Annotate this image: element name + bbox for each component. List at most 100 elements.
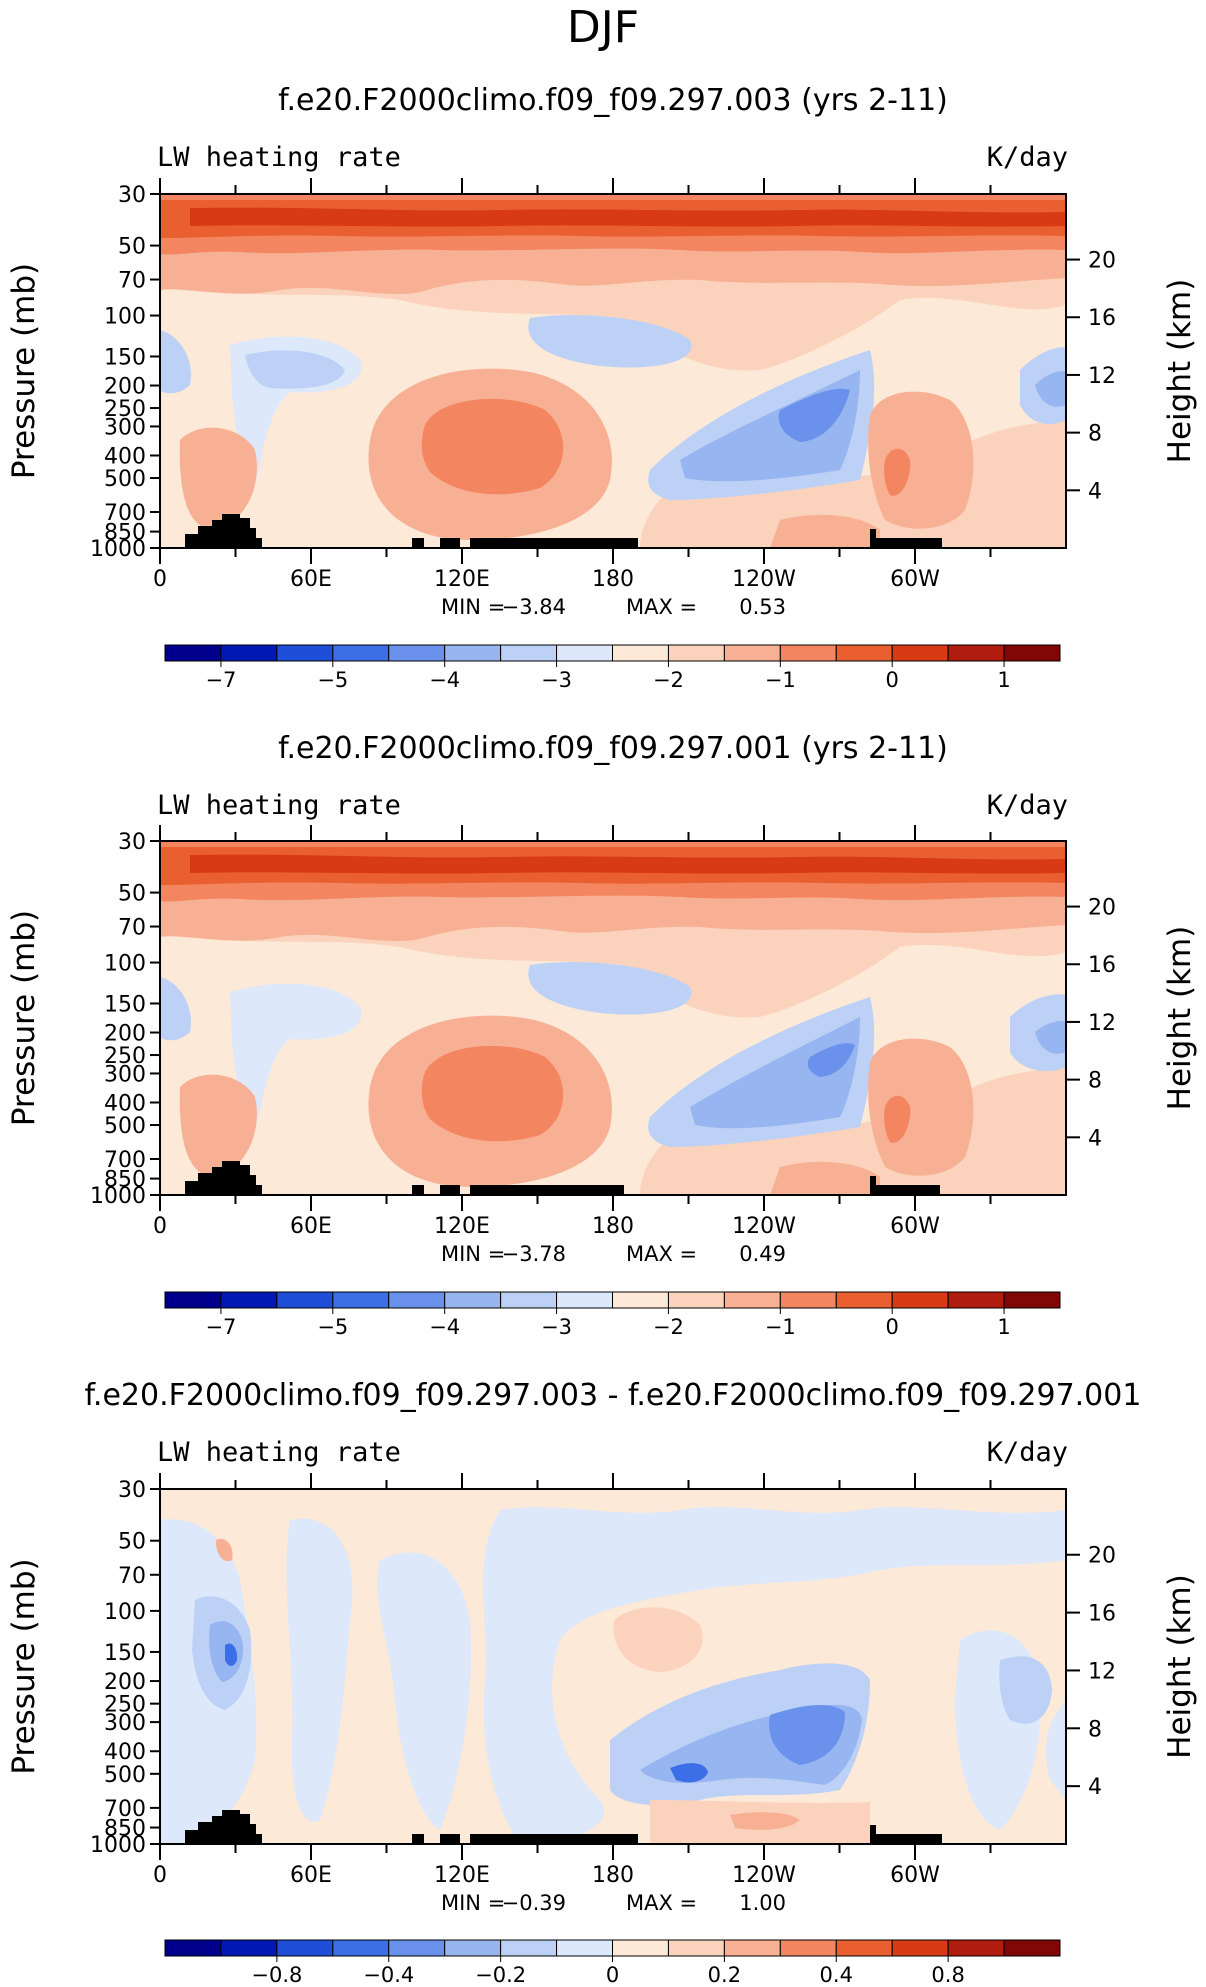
min-label: MIN = bbox=[441, 595, 505, 619]
panel-3-blue-pacific-core-2 bbox=[670, 1763, 708, 1783]
pressure-tick-label: 300 bbox=[104, 1062, 146, 1087]
colorbar-label: 0 bbox=[606, 1963, 619, 1987]
panel-1-ticks: 1000850700500400300250200150100705030481… bbox=[6, 178, 1198, 619]
panel-1-warm-africa bbox=[179, 427, 257, 530]
longitude-tick-label: 60W bbox=[890, 1863, 940, 1888]
colorbar-swatch bbox=[276, 644, 334, 662]
panel-1-warm-west-pacific-core bbox=[421, 398, 564, 495]
colorbar-swatch bbox=[444, 1939, 502, 1957]
colorbar-label: −4 bbox=[429, 668, 460, 692]
pressure-tick-label: 30 bbox=[118, 183, 146, 208]
colorbar-swatch bbox=[164, 644, 222, 662]
colorbar-swatch bbox=[164, 1291, 222, 1309]
colorbar-swatch bbox=[1003, 644, 1061, 662]
panel-1-blue-west bbox=[160, 330, 191, 394]
colorbar-label: −5 bbox=[317, 1315, 348, 1339]
height-tick-label: 4 bbox=[1088, 1126, 1102, 1151]
colorbar-swatch bbox=[556, 644, 613, 662]
pressure-tick-label: 1000 bbox=[90, 1184, 146, 1209]
pressure-tick-label: 100 bbox=[104, 1600, 146, 1625]
max-value: 0.53 bbox=[739, 595, 786, 619]
colorbar-label: −7 bbox=[205, 1315, 236, 1339]
y-axis-title: Pressure (mb) bbox=[6, 1558, 42, 1774]
panel-3-topography-australia bbox=[470, 1834, 638, 1844]
panel-3-blue-pacific-core-1 bbox=[769, 1704, 845, 1765]
min-value: −0.39 bbox=[502, 1891, 566, 1915]
longitude-tick-label: 0 bbox=[153, 1214, 167, 1239]
panel-2-band-c13 bbox=[190, 854, 1066, 874]
pressure-tick-label: 150 bbox=[104, 992, 146, 1017]
pressure-tick-label: 400 bbox=[104, 1091, 146, 1116]
pressure-tick-label: 700 bbox=[104, 501, 146, 526]
panel-3-blue-region-6 bbox=[1046, 1700, 1066, 1800]
colorbar-swatch bbox=[835, 1291, 893, 1309]
panel-3: f.e20.F2000climo.f09_f09.297.003 - f.e20… bbox=[6, 1378, 1198, 1987]
panel-3-title: f.e20.F2000climo.f09_f09.297.003 - f.e20… bbox=[85, 1378, 1142, 1413]
panel-1-top-stripe bbox=[160, 194, 1066, 200]
colorbar-label: −0.8 bbox=[251, 1963, 302, 1987]
panel-3-blue-africa-core bbox=[225, 1643, 238, 1666]
panel-2-variable-label: LW heating rate bbox=[157, 790, 401, 821]
pressure-tick-label: 300 bbox=[104, 1711, 146, 1736]
colorbar-label: −7 bbox=[205, 668, 236, 692]
colorbar-swatch bbox=[723, 1291, 781, 1309]
pressure-tick-label: 250 bbox=[104, 1044, 146, 1069]
longitude-tick-label: 60W bbox=[890, 1214, 940, 1239]
panel-1-warm-near-surface bbox=[770, 514, 880, 548]
y2-axis-title: Height (km) bbox=[1162, 1574, 1198, 1759]
panel-1-topography-australia bbox=[470, 538, 638, 548]
pressure-tick-label: 100 bbox=[104, 305, 146, 330]
colorbar-label: −1 bbox=[765, 1315, 796, 1339]
panel-2-warm-south-america-core bbox=[884, 1095, 911, 1143]
height-tick-label: 16 bbox=[1088, 306, 1116, 331]
pressure-tick-label: 500 bbox=[104, 1763, 146, 1788]
pressure-tick-label: 50 bbox=[118, 882, 146, 907]
pressure-tick-label: 250 bbox=[104, 1693, 146, 1718]
colorbar-swatch bbox=[388, 644, 446, 662]
pressure-tick-label: 200 bbox=[104, 1022, 146, 1047]
pressure-tick-label: 150 bbox=[104, 1641, 146, 1666]
longitude-tick-label: 60E bbox=[290, 1863, 332, 1888]
panel-2-warm-africa bbox=[179, 1074, 257, 1177]
colorbar-swatch bbox=[1003, 1939, 1061, 1957]
longitude-tick-label: 60E bbox=[290, 567, 332, 592]
panel-1-colorbar: −7 −5 −4 −3 −2 −1 0 1 bbox=[164, 644, 1061, 692]
panel-1-topography-maritime-1 bbox=[412, 538, 424, 548]
panel-3-warm-spot-3 bbox=[215, 1538, 233, 1562]
colorbar-label: 0 bbox=[886, 668, 899, 692]
pressure-tick-label: 70 bbox=[118, 1564, 146, 1589]
colorbar-swatch bbox=[667, 644, 725, 662]
pressure-tick-label: 250 bbox=[104, 397, 146, 422]
panel-2-blue-east-pacific-core bbox=[807, 1043, 855, 1077]
panel-2-warm-near-surface bbox=[770, 1161, 880, 1195]
pressure-tick-label: 850 bbox=[104, 1168, 146, 1193]
longitude-tick-label: 120W bbox=[732, 1863, 796, 1888]
panel-1-topography bbox=[185, 514, 942, 548]
colorbar-swatch bbox=[220, 1939, 278, 1957]
colorbar-label: −0.4 bbox=[363, 1963, 414, 1987]
colorbar-swatch bbox=[556, 1291, 613, 1309]
max-label: MAX = bbox=[626, 595, 697, 619]
colorbar-swatch bbox=[444, 1291, 502, 1309]
colorbar-swatch bbox=[779, 644, 837, 662]
height-tick-label: 8 bbox=[1088, 1717, 1102, 1742]
colorbar-swatch bbox=[276, 1291, 334, 1309]
colorbar-label: −2 bbox=[653, 668, 684, 692]
colorbar-swatch bbox=[388, 1291, 446, 1309]
colorbar-swatch bbox=[612, 1939, 669, 1957]
height-tick-label: 16 bbox=[1088, 953, 1116, 978]
longitude-tick-label: 120E bbox=[434, 1863, 490, 1888]
longitude-tick-label: 180 bbox=[592, 1863, 634, 1888]
pressure-tick-label: 70 bbox=[118, 269, 146, 294]
panel-3-blue-atlantic bbox=[999, 1656, 1052, 1724]
height-tick-label: 4 bbox=[1088, 1775, 1102, 1800]
panel-2-blue-atlantic-core bbox=[1035, 1021, 1066, 1054]
colorbar-label: −0.2 bbox=[475, 1963, 526, 1987]
panel-2-blue-west bbox=[160, 977, 191, 1041]
min-label: MIN = bbox=[441, 1891, 505, 1915]
colorbar-swatch bbox=[556, 1939, 613, 1957]
panel-3-topography-andes bbox=[870, 1825, 876, 1844]
panel-2-top-stripe bbox=[160, 841, 1066, 847]
min-value: −3.78 bbox=[502, 1242, 566, 1266]
panel-3-contour-field bbox=[160, 1489, 1066, 1844]
